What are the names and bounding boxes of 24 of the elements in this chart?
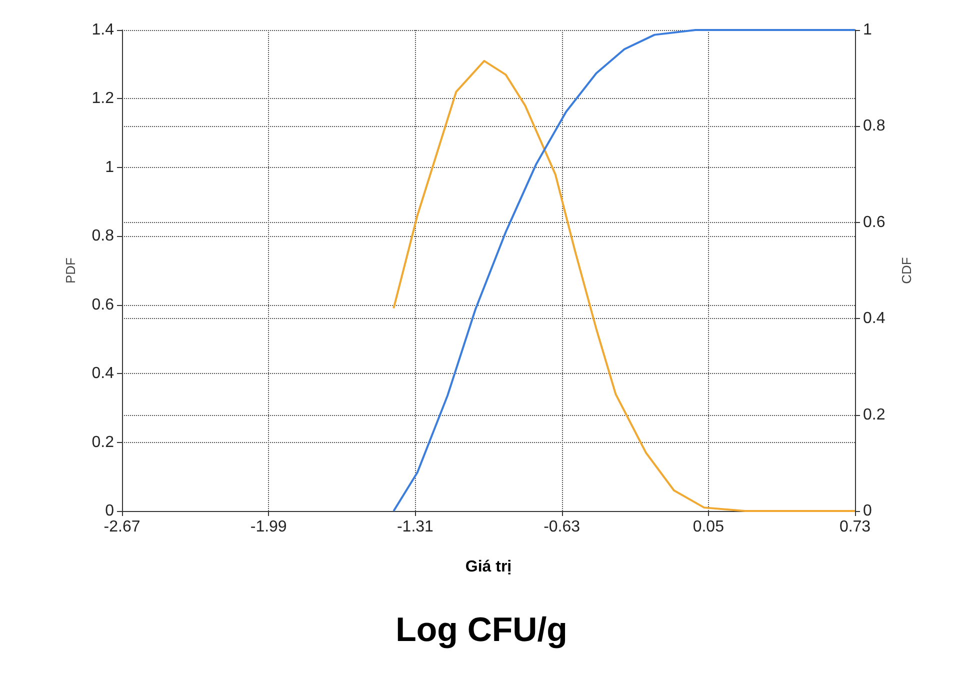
y-tick-label: 0 [105,502,114,520]
x-tick-label: -0.63 [544,518,580,536]
y2-tick-label: 0.2 [863,406,886,424]
text: Log CFU/g [396,611,568,649]
y2-tick-label: 0 [863,502,872,520]
y-tick-label: 0.6 [92,296,114,314]
y2-tick-label: 0.6 [863,214,886,231]
x-tick-label: -1.31 [396,518,434,536]
y2-axis-title: CDF [899,257,914,284]
y-tick-label: 1.2 [92,90,114,108]
y2-tick-label: 1 [863,22,872,38]
y-axis-title: PDF [63,257,78,284]
x-tick-label: 0.05 [692,518,724,536]
y-tick-label: 1.4 [92,22,114,38]
y-tick-label: 0.4 [92,365,114,382]
y2-tick-label: 0.8 [863,118,886,135]
y-tick-label: 0.8 [92,228,114,245]
y-tick-label: 1 [105,158,114,176]
x-axis-title: Giá trị [465,558,512,576]
x-tick-label: -1.99 [250,518,287,536]
y2-tick-label: 0.4 [863,310,886,328]
y-tick-label: 0.2 [92,434,114,451]
x-tick-label: 0.73 [839,518,871,536]
x-tick-label: -2.67 [104,518,140,536]
